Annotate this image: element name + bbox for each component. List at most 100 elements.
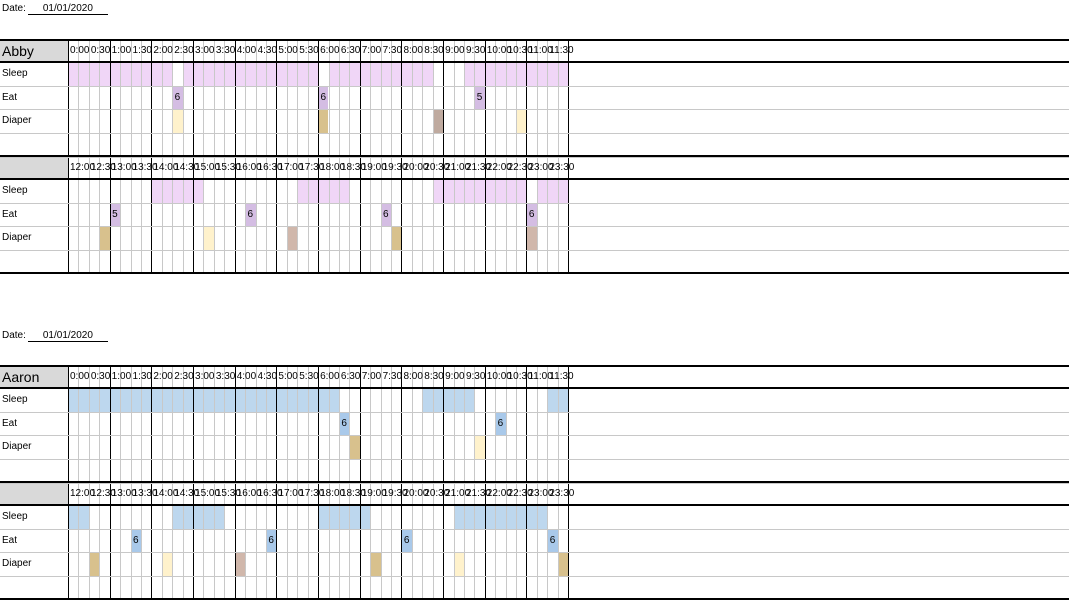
eat-cell[interactable]: 6 [338,411,350,435]
eat-cell[interactable]: 6 [318,85,329,109]
sleep-span[interactable] [182,62,319,86]
row-label-sleep: Sleep [2,394,28,405]
grid-line-hour [443,157,444,273]
time-label: 20:30 [424,488,450,499]
time-label: 21:30 [465,488,491,499]
grid-line [214,483,215,599]
eat-cell[interactable]: 5 [109,202,121,226]
diaper-cell[interactable] [526,226,537,250]
diaper-cell[interactable] [161,552,173,576]
eat-cell[interactable]: 6 [265,528,277,552]
grid-line [464,366,465,482]
grid-line [287,483,288,599]
grid-row-line [0,483,1069,484]
date-label: Date: [2,3,26,14]
time-label: 6:00 [320,371,340,382]
grid-line [349,483,350,599]
diaper-cell[interactable] [172,109,183,133]
grid-line [464,483,465,599]
grid-line [89,483,90,599]
time-label: 22:00 [486,162,512,173]
name-cell-blank [0,157,68,179]
time-label: 23:30 [549,162,575,173]
diaper-cell[interactable] [432,109,444,133]
diaper-cell[interactable] [318,109,329,133]
sleep-span[interactable] [318,505,371,529]
time-label: 21:00 [445,488,471,499]
diaper-cell[interactable] [370,552,381,576]
sleep-span[interactable] [422,388,475,412]
grid-line [266,483,267,599]
diaper-cell[interactable] [234,552,246,576]
date-value[interactable]: 01/01/2020 [27,3,108,15]
grid-line [349,40,350,156]
grid-line [172,366,173,482]
grid-line [172,483,173,599]
time-label: 7:00 [361,45,382,56]
time-label: 13:00 [111,488,137,499]
eat-cell[interactable]: 6 [401,528,412,552]
sleep-span[interactable] [328,62,433,86]
grid-line [266,157,267,273]
diaper-cell[interactable] [516,109,527,133]
grid-line-hour [193,483,194,599]
grid-line [183,157,184,273]
diaper-cell[interactable] [453,552,464,576]
diaper-cell[interactable] [474,435,485,459]
eat-cell[interactable]: 6 [245,202,256,226]
diaper-cell[interactable] [557,552,569,576]
grid-line [537,157,538,273]
grid-line [214,40,215,156]
eat-cell[interactable]: 6 [172,85,183,109]
grid-line [381,157,382,273]
sleep-span[interactable] [453,505,548,529]
grid-line-hour [110,157,111,273]
time-label: 21:30 [465,162,491,173]
grid-line [266,40,267,156]
time-label: 3:30 [215,371,236,382]
eat-cell[interactable]: 6 [130,528,141,552]
grid-line [89,40,90,156]
date-line: Date: 01/01/2020 [2,330,108,342]
grid-line [422,40,423,156]
sleep-span[interactable] [151,179,204,203]
eat-cell[interactable]: 6 [380,202,391,226]
diaper-cell[interactable] [349,435,360,459]
eat-cell[interactable]: 6 [526,202,537,226]
row-label-diaper: Diaper [2,115,32,126]
grid-line-hour [360,157,361,273]
time-label: 4:00 [236,371,257,382]
sleep-span[interactable] [172,505,225,529]
diaper-cell[interactable] [203,226,214,250]
grid-line [412,366,413,482]
eat-cell[interactable]: 5 [474,85,485,109]
grid-line-hour [485,483,486,599]
grid-line [495,366,496,482]
row-label-diaper: Diaper [2,232,32,243]
diaper-cell[interactable] [88,552,100,576]
sleep-span[interactable] [536,179,569,203]
diaper-cell[interactable] [391,226,402,250]
grid-line-hour [276,157,277,273]
grid-line-hour [193,157,194,273]
eat-cell[interactable]: 6 [547,528,558,552]
date-value[interactable]: 01/01/2020 [27,330,108,342]
grid-line [474,40,475,156]
grid-line [506,157,507,273]
time-label: 9:30 [465,45,486,56]
time-label: 23:30 [549,488,575,499]
sleep-span[interactable] [432,179,527,203]
time-label: 14:30 [174,162,200,173]
name-cell-blank [0,483,68,505]
grid-line-hour [360,366,361,482]
diaper-cell[interactable] [99,226,110,250]
row-label-eat: Eat [2,208,18,220]
grid-line [214,157,215,273]
grid-line [433,157,434,273]
time-label: 19:00 [361,488,387,499]
diaper-cell[interactable] [286,226,298,250]
sleep-span[interactable] [297,179,350,203]
sleep-span[interactable] [547,388,569,412]
eat-cell[interactable]: 6 [495,411,506,435]
grid-line [370,483,371,599]
